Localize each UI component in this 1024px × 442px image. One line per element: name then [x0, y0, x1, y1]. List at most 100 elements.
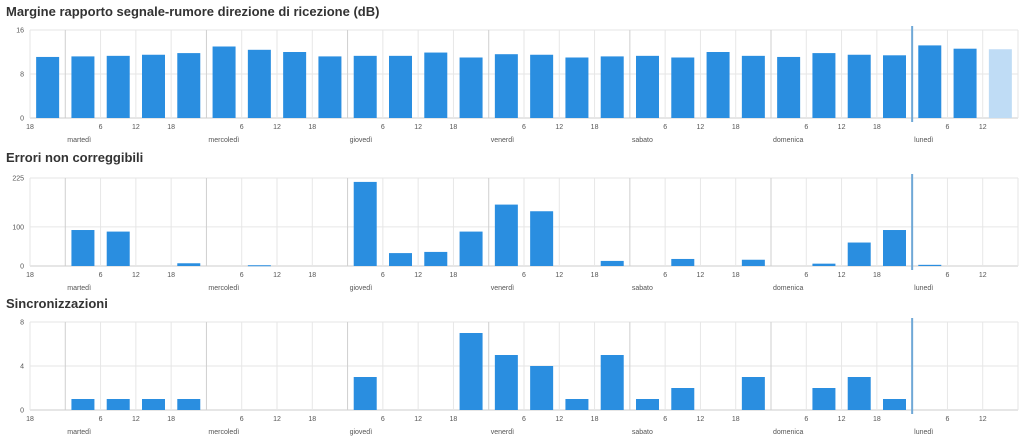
bar [671, 258, 695, 266]
bar [636, 399, 659, 410]
x-hour-label: 12 [414, 272, 422, 279]
bar [530, 211, 554, 266]
bar [142, 399, 165, 410]
x-hour-label: 18 [591, 124, 599, 131]
bar [600, 56, 624, 118]
bar [142, 54, 165, 118]
x-hour-label: 18 [450, 124, 458, 131]
x-hour-label: 6 [663, 272, 667, 279]
bar [883, 55, 906, 118]
x-hour-label: 6 [381, 416, 385, 423]
bar [106, 399, 130, 410]
x-hour-label: 18 [26, 416, 34, 423]
x-hour-label: 12 [414, 124, 422, 131]
y-tick-label: 8 [20, 72, 24, 79]
bar [847, 54, 871, 118]
x-day-label: sabato [632, 285, 653, 292]
bar [283, 52, 307, 118]
panel-snr-margin: Margine rapporto segnale-rumore direzion… [0, 4, 1024, 144]
x-hour-label: 12 [979, 124, 987, 131]
x-hour-label: 6 [522, 272, 526, 279]
x-hour-label: 6 [99, 272, 103, 279]
bar [918, 45, 942, 118]
x-day-label: martedì [67, 285, 91, 292]
x-day-label: domenica [773, 285, 803, 292]
bar [424, 52, 448, 118]
x-day-label: lunedì [914, 429, 933, 436]
x-hour-label: 18 [873, 124, 881, 131]
bar [847, 377, 871, 410]
x-hour-label: 18 [450, 272, 458, 279]
x-hour-label: 6 [804, 416, 808, 423]
bar [706, 52, 730, 118]
x-hour-label: 12 [979, 416, 987, 423]
chart-title: Errori non correggibili [6, 150, 144, 165]
x-hour-label: 6 [522, 124, 526, 131]
x-hour-label: 18 [732, 272, 740, 279]
x-hour-label: 18 [591, 416, 599, 423]
x-hour-label: 6 [663, 124, 667, 131]
x-hour-label: 12 [838, 124, 846, 131]
x-hour-label: 18 [873, 272, 881, 279]
x-hour-label: 6 [99, 124, 103, 131]
x-day-label: sabato [632, 429, 653, 436]
bar [565, 57, 589, 118]
x-day-label: venerdì [491, 429, 514, 436]
panel-synchronizations: Sincronizzazioni 0 4 8 18 6 12 18 6 12 18 6 12 18 6 12… [0, 296, 1024, 436]
x-hour-label: 6 [945, 124, 949, 131]
bar [847, 242, 871, 266]
x-hour-label: 12 [697, 416, 705, 423]
x-day-label: sabato [632, 137, 653, 144]
bar [494, 204, 518, 266]
y-tick-label: 0 [20, 408, 24, 415]
x-hour-label: 6 [99, 416, 103, 423]
bar [671, 57, 695, 118]
y-tick-label: 16 [16, 28, 24, 35]
bar [389, 253, 412, 266]
x-hour-label: 6 [240, 272, 244, 279]
y-tick-label: 100 [12, 224, 24, 231]
bar [565, 399, 589, 410]
bar [177, 399, 201, 410]
snr-margin-chart: 0 8 16 18 6 12 18 6 12 18 6 12 18 6 12 18 6 12 18 6 12 18 6 12 m… [16, 26, 1019, 144]
y-tick-label: 0 [20, 264, 24, 271]
bar [953, 48, 977, 119]
x-hour-label: 18 [308, 272, 316, 279]
x-day-label: domenica [773, 137, 803, 144]
x-hour-label: 12 [979, 272, 987, 279]
bar [883, 230, 906, 266]
bar [988, 49, 1012, 118]
x-hour-label: 18 [167, 416, 175, 423]
x-hour-label: 6 [240, 416, 244, 423]
y-tick-label: 0 [20, 116, 24, 123]
x-day-label: mercoledì [208, 137, 239, 144]
x-hour-label: 12 [273, 124, 281, 131]
y-tick-label: 225 [12, 176, 24, 183]
x-hour-label: 12 [555, 124, 563, 131]
x-hour-label: 12 [273, 272, 281, 279]
x-day-label: giovedì [350, 285, 373, 292]
x-hour-label: 6 [945, 272, 949, 279]
x-hour-label: 18 [308, 124, 316, 131]
x-day-label: mercoledì [208, 429, 239, 436]
bar [212, 46, 236, 118]
bar [71, 56, 95, 118]
x-day-label: lunedì [914, 285, 933, 292]
x-day-label: giovedì [350, 137, 373, 144]
bar [459, 231, 483, 266]
x-hour-label: 12 [838, 416, 846, 423]
x-hour-label: 12 [555, 272, 563, 279]
x-hour-label: 18 [450, 416, 458, 423]
bar [600, 260, 624, 266]
x-day-label: martedì [67, 429, 91, 436]
bar [812, 263, 836, 266]
bar [636, 55, 659, 118]
bar [353, 377, 377, 410]
x-hour-label: 6 [240, 124, 244, 131]
x-hour-label: 6 [381, 124, 385, 131]
bar [353, 181, 377, 266]
x-hour-label: 6 [804, 272, 808, 279]
bar [247, 265, 271, 267]
x-hour-label: 18 [167, 272, 175, 279]
bar [530, 54, 554, 118]
